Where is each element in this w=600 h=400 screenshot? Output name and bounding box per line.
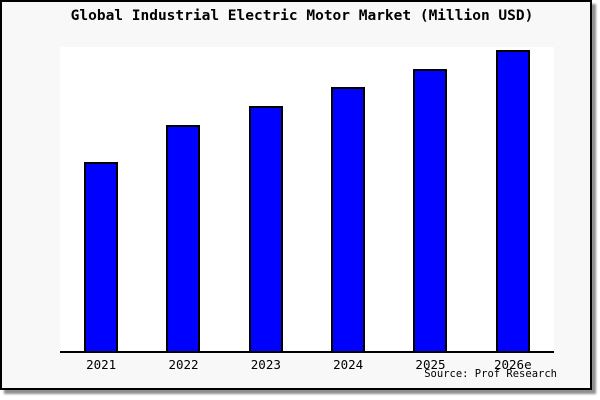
bar-2026e	[495, 50, 530, 351]
bar-slot	[142, 47, 224, 351]
chart-title: Global Industrial Electric Motor Market …	[70, 8, 534, 24]
bar-slot	[472, 47, 554, 351]
bar-slot	[60, 47, 142, 351]
x-axis-tick-labels: 2021 2022 2023 2024 2025 2026e	[60, 357, 554, 372]
bar-slot	[307, 47, 389, 351]
plot-area	[60, 47, 554, 353]
x-tick-label-2026e: 2026e	[493, 357, 532, 372]
x-tick-label-2023: 2023	[250, 357, 281, 372]
x-tick-label-2022: 2022	[168, 357, 199, 372]
x-tick-label-2024: 2024	[333, 357, 364, 372]
chart-frame: Global Industrial Electric Motor Market …	[0, 0, 592, 390]
bar-2025	[413, 69, 448, 351]
bars-container	[60, 47, 554, 351]
bar-2023	[248, 106, 283, 351]
bar-2024	[331, 87, 366, 351]
x-tick-label-2025: 2025	[415, 357, 446, 372]
bar-slot	[225, 47, 307, 351]
source-text: Source: Prof Research	[424, 368, 557, 380]
x-tick-label-2021: 2021	[86, 357, 117, 372]
bar-2022	[166, 125, 201, 351]
bar-2021	[84, 162, 119, 351]
bar-slot	[389, 47, 471, 351]
